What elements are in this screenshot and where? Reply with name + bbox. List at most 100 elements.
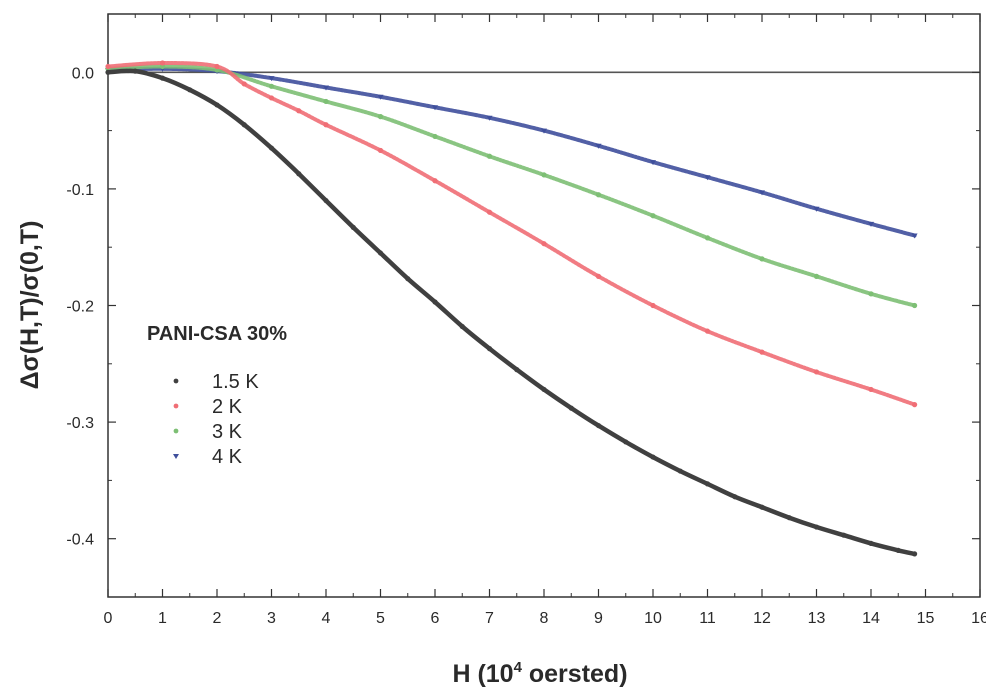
data-point [187, 87, 193, 93]
x-tick-label: 2 [213, 610, 222, 627]
data-point [268, 83, 275, 89]
annotation-label: PANI-CSA 30% [147, 323, 287, 345]
y-tick-label: -0.2 [66, 299, 94, 316]
legend: 1.5 K 2 K 3 K 4 K [173, 371, 259, 468]
data-point [541, 241, 547, 247]
series-line [105, 68, 917, 557]
data-point [405, 276, 411, 282]
data-point [377, 114, 384, 120]
legend-item: 3 K [173, 421, 243, 443]
x-tick-label: 3 [267, 610, 276, 627]
data-point [704, 481, 711, 487]
data-point [868, 540, 874, 546]
data-series [105, 60, 918, 557]
x-tick-label: 8 [540, 610, 549, 627]
x-axis-title-superscript: 4 [514, 659, 523, 676]
legend-marker [173, 378, 179, 384]
data-point [895, 547, 901, 553]
data-point [214, 63, 220, 70]
data-point [786, 515, 792, 521]
data-point [595, 273, 602, 279]
data-point [459, 323, 465, 330]
data-point [912, 402, 918, 408]
data-point [486, 346, 493, 352]
x-tick-label: 5 [376, 610, 385, 627]
data-point [214, 102, 220, 108]
data-point [268, 76, 275, 82]
series-3-Kk [105, 63, 918, 309]
data-point [241, 81, 247, 87]
data-point [759, 190, 765, 196]
data-point [759, 256, 765, 262]
data-point [296, 108, 302, 114]
data-point [541, 128, 547, 134]
x-axis-title-main: H (10 [452, 660, 513, 688]
legend-item: 2 K [173, 396, 243, 418]
data-point [813, 369, 820, 375]
data-point [759, 504, 765, 510]
legend-item: 1.5 K [173, 371, 259, 393]
y-axis-title: Δσ(H,T)/σ(0,T) [16, 221, 44, 390]
data-point [377, 147, 384, 154]
data-point [650, 302, 656, 309]
x-tick-label: 9 [594, 610, 603, 627]
data-point [650, 454, 656, 460]
data-point [268, 145, 275, 151]
data-point [432, 178, 438, 184]
data-point [759, 349, 765, 355]
data-point [868, 221, 874, 227]
series-1-5-Kk [105, 68, 918, 557]
legend-label: 4 K [212, 446, 243, 468]
data-point [323, 98, 329, 105]
data-point [159, 60, 166, 66]
data-point [323, 122, 329, 128]
series-line [106, 64, 917, 308]
legend-label: 2 K [212, 396, 243, 418]
data-point [105, 63, 111, 70]
data-point [350, 224, 356, 230]
data-point [105, 69, 111, 75]
axis-ticks: 0 1 2 3 4 5 6 7 8 9 10 11 12 13 14 15 160.0-0.1-0.2-0.3-… [66, 14, 986, 627]
data-point [813, 524, 820, 530]
y-tick-label: -0.4 [66, 532, 94, 549]
x-tick-label: 13 [808, 610, 826, 627]
data-point [486, 153, 493, 159]
x-tick-label: 7 [485, 610, 494, 627]
data-point [595, 143, 602, 149]
data-point [650, 160, 656, 166]
y-tick-label: -0.1 [66, 182, 94, 199]
x-tick-label: 1 [158, 610, 167, 627]
data-point [432, 299, 438, 305]
x-axis-title-tail: oersted) [522, 660, 628, 688]
x-tick-label: 14 [862, 610, 880, 627]
data-point [595, 192, 602, 198]
data-point [432, 133, 438, 140]
data-point [377, 94, 384, 100]
data-point [868, 386, 874, 393]
data-point [377, 250, 384, 256]
x-axis-title: H (104 oersted) [452, 659, 627, 688]
data-point [541, 386, 547, 393]
data-point [868, 291, 874, 297]
series-4-Kk [105, 66, 918, 239]
x-tick-label: 4 [322, 610, 331, 627]
legend-label: 1.5 K [212, 371, 259, 393]
data-point [732, 494, 738, 500]
data-point [595, 422, 602, 429]
data-point [912, 551, 918, 557]
data-point [911, 233, 918, 239]
data-point [268, 95, 275, 101]
data-point [432, 105, 438, 111]
x-tick-label: 10 [644, 610, 662, 627]
data-point [813, 206, 820, 212]
data-point [486, 115, 493, 121]
data-point [704, 328, 711, 334]
x-tick-label: 16 [971, 610, 986, 627]
legend-marker [173, 428, 179, 434]
x-tick-label: 11 [699, 610, 716, 627]
data-point [704, 175, 711, 181]
legend-item: 4 K [173, 446, 243, 468]
data-point [568, 405, 574, 411]
data-point [514, 367, 520, 373]
